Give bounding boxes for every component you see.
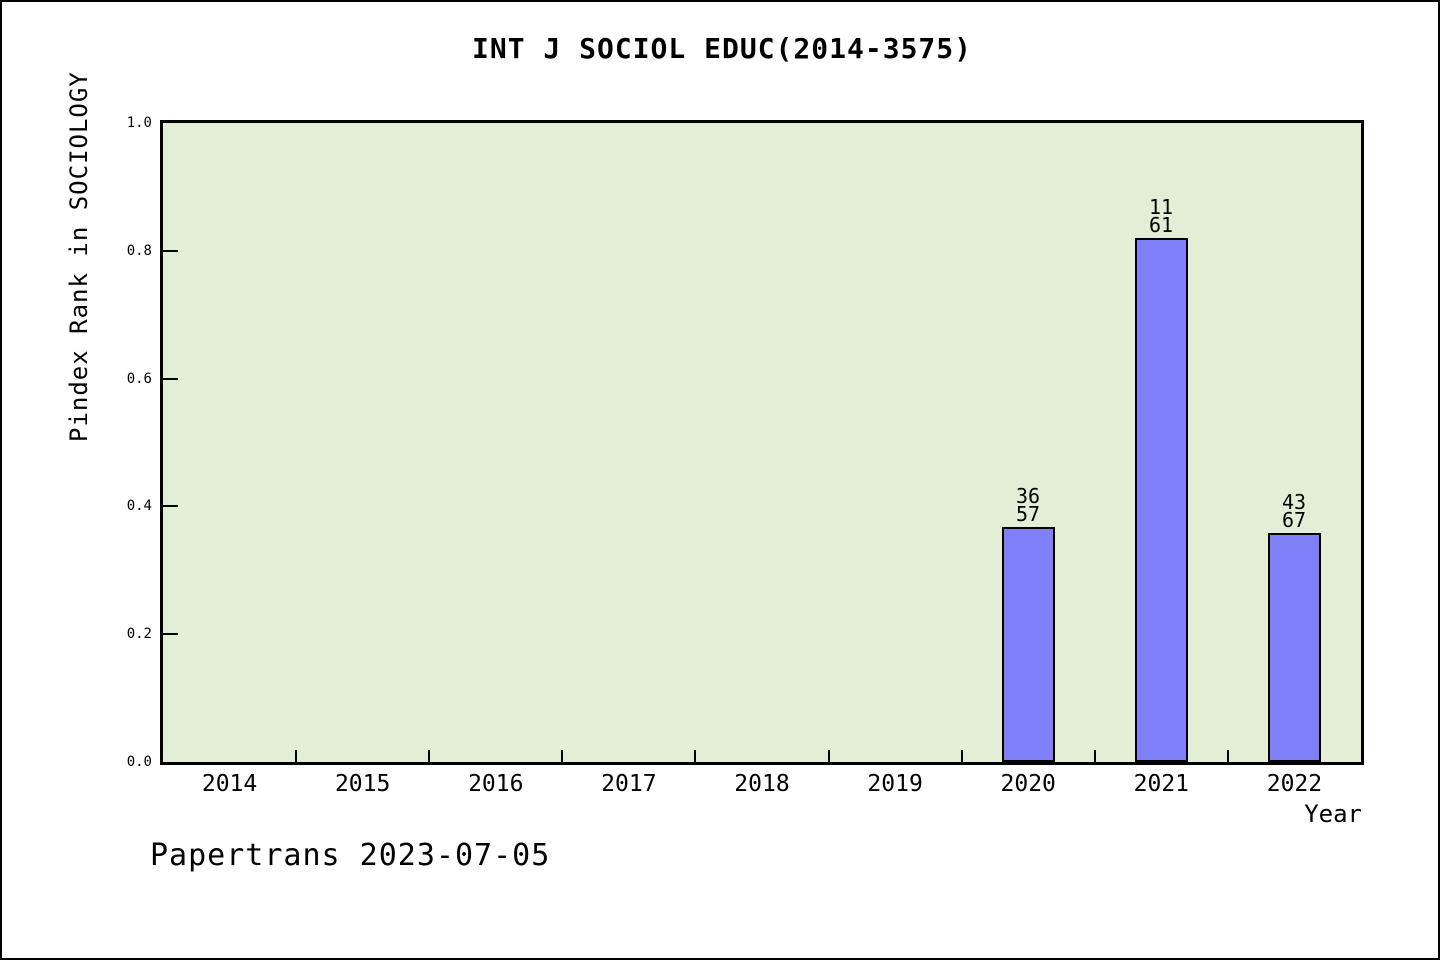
x-tick-mark-1	[295, 750, 298, 762]
x-tick-mark-3	[561, 750, 564, 762]
bar-label-line2: 67	[1281, 508, 1307, 532]
x-tick-label-2014: 2014	[201, 771, 258, 797]
y-tick-mark-0.2	[163, 633, 178, 636]
x-tick-label-2022: 2022	[1266, 771, 1323, 797]
x-tick-label-2018: 2018	[734, 771, 790, 797]
y-tick-mark-0.8	[163, 249, 178, 252]
y-tick-mark-0.6	[163, 377, 178, 380]
x-tick-mark-5	[827, 750, 830, 762]
x-tick-label-2016: 2016	[468, 771, 524, 797]
bar-2021	[1135, 238, 1188, 762]
y-tick-label-0.4: 0.4	[126, 498, 152, 515]
x-axis-label: Year	[1304, 800, 1362, 828]
footer-watermark: Papertrans 2023-07-05	[150, 838, 551, 873]
bar-label-2022: 43 67	[1249, 490, 1339, 532]
chart-title: INT J SOCIOL EDUC(2014-3575)	[471, 32, 972, 65]
bar-label-line2: 61	[1148, 213, 1174, 237]
y-tick-mark-0.4	[163, 505, 178, 508]
bar-2020	[1002, 527, 1055, 762]
bar-label-2021: 11 61	[1116, 195, 1206, 237]
x-tick-mark-8	[1226, 750, 1229, 762]
x-tick-label-2017: 2017	[601, 771, 657, 797]
x-tick-label-2020: 2020	[1000, 771, 1056, 797]
y-tick-label-0.6: 0.6	[126, 370, 152, 387]
bar-label-line1: 36	[1015, 484, 1041, 508]
x-tick-label-2015: 2015	[334, 771, 391, 797]
bar-label-line2: 57	[1015, 502, 1041, 526]
y-tick-label-0.0: 0.0	[126, 754, 152, 770]
bar-label-line1: 43	[1281, 490, 1307, 514]
y-tick-label-0.2: 0.2	[126, 626, 152, 643]
x-tick-mark-6	[960, 750, 963, 762]
x-tick-mark-2	[428, 750, 431, 762]
bar-label-line1: 11	[1148, 195, 1174, 219]
bar-2022	[1268, 533, 1321, 762]
x-tick-label-2019: 2019	[867, 771, 923, 797]
x-tick-mark-4	[694, 750, 697, 762]
x-tick-label-2021: 2021	[1133, 771, 1190, 797]
x-tick-mark-7	[1093, 750, 1096, 762]
y-tick-label-1.0: 1.0	[126, 115, 152, 131]
y-tick-label-0.8: 0.8	[126, 242, 152, 259]
bar-label-2020: 36 57	[983, 484, 1073, 526]
